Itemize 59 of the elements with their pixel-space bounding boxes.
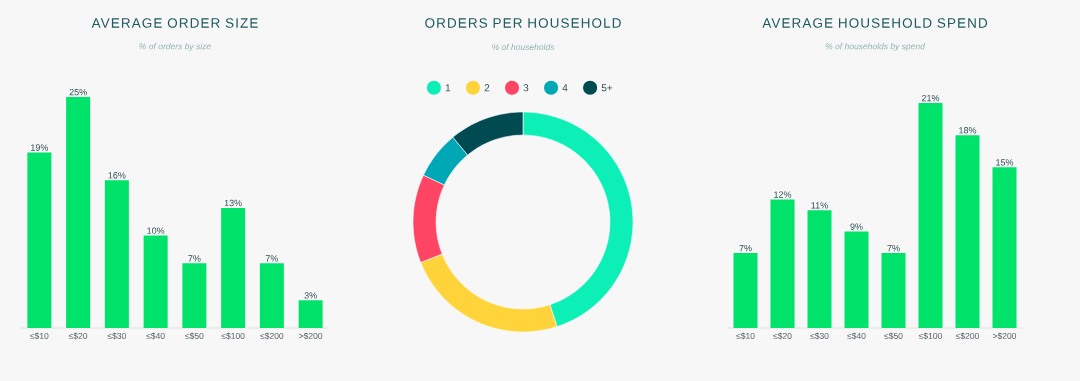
x-tick-label: ≤$10: [736, 332, 755, 340]
x-tick-label: ≤$30: [810, 332, 829, 340]
x-tick-label: ≤$200: [260, 332, 284, 340]
data-label: 12%: [774, 191, 792, 198]
x-tick-label: ≤$50: [884, 332, 903, 340]
bar: [807, 210, 832, 328]
bar: [733, 253, 758, 328]
chart-title: ORDERS PER HOUSEHOLD: [425, 18, 621, 28]
x-tick-label: ≤$20: [68, 332, 88, 340]
data-label: 7%: [887, 245, 900, 252]
bar: [259, 263, 284, 328]
legend-label: 3: [523, 84, 529, 92]
x-tick-label: ≤$200: [955, 332, 979, 340]
data-label: 18%: [959, 127, 977, 134]
bar: [955, 135, 980, 328]
bar: [298, 300, 323, 328]
data-label: 19%: [31, 144, 49, 151]
legend-label: 4: [562, 84, 568, 92]
chart-subtitle: % of households by spend: [825, 43, 926, 51]
data-label: 21%: [921, 94, 940, 102]
legend-label: 1: [445, 84, 451, 92]
data-label: 15%: [996, 159, 1014, 166]
bar: [27, 152, 52, 328]
bar: [221, 207, 246, 328]
data-label: 13%: [224, 199, 242, 207]
data-label: 11%: [811, 202, 828, 209]
x-tick-label: >$200: [992, 332, 1017, 340]
legend-label: 2: [484, 84, 490, 92]
bar: [182, 263, 207, 328]
chart-subtitle: % of households: [492, 43, 555, 51]
bar: [770, 199, 795, 328]
data-label: 10%: [147, 227, 165, 234]
data-label: 7%: [265, 255, 279, 262]
x-tick-label: ≤$20: [773, 332, 792, 340]
bar: [918, 103, 943, 328]
x-tick-label: >$200: [299, 332, 323, 340]
data-label: 9%: [850, 223, 863, 230]
x-tick-label: ≤$100: [918, 332, 942, 340]
chart-title: AVERAGE ORDER SIZE: [91, 18, 258, 28]
chart-subtitle: % of orders by size: [139, 43, 211, 51]
x-tick-label: ≤$50: [185, 332, 204, 340]
bar: [104, 180, 129, 328]
data-label: 16%: [108, 172, 126, 179]
x-tick-label: ≤$40: [146, 332, 165, 340]
data-label: 7%: [188, 255, 201, 262]
bar: [66, 97, 91, 328]
chart-title: AVERAGE HOUSEHOLD SPEND: [762, 18, 988, 28]
data-label: 25%: [69, 88, 87, 96]
x-tick-label: ≤$40: [847, 332, 866, 340]
x-tick-label: ≤$100: [221, 332, 245, 340]
x-tick-label: ≤$30: [107, 332, 126, 340]
bar: [881, 253, 906, 328]
bar: [844, 231, 869, 328]
data-label: 7%: [739, 245, 752, 252]
x-tick-label: ≤$10: [30, 332, 49, 340]
data-label: 3%: [304, 292, 317, 299]
bar: [143, 235, 168, 328]
bar: [992, 167, 1017, 328]
legend-label: 5+: [601, 84, 613, 92]
